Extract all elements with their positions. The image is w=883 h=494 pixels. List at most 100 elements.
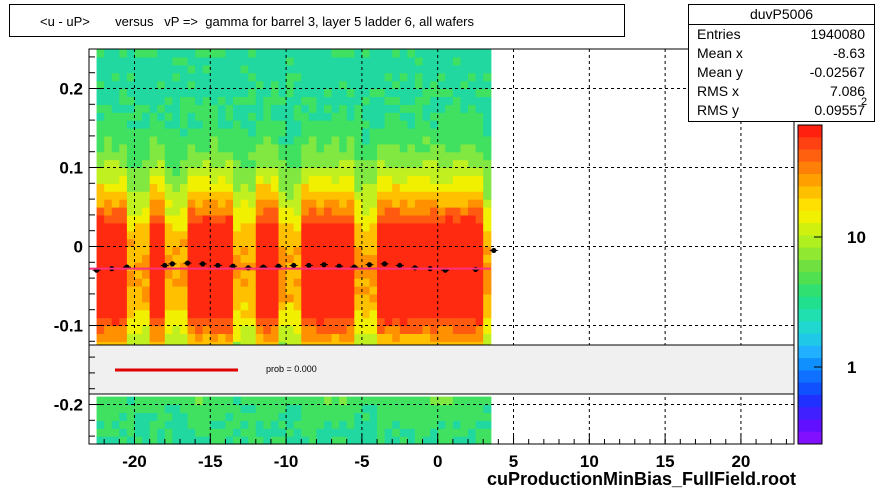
heatmap-cell xyxy=(483,49,492,58)
heatmap-cell xyxy=(354,56,363,66)
heatmap-cell xyxy=(361,325,371,334)
heatmap-cell xyxy=(217,191,227,200)
heatmap-cell xyxy=(346,301,355,311)
heatmap-cell xyxy=(255,128,264,137)
heatmap-cell xyxy=(407,135,416,145)
heatmap-cell xyxy=(460,230,469,240)
heatmap-cell xyxy=(316,309,325,319)
heatmap-cell xyxy=(210,246,219,255)
heatmap-cell xyxy=(164,436,173,445)
heatmap-cell xyxy=(339,128,348,137)
heatmap-cell xyxy=(445,143,454,153)
heatmap-cell xyxy=(263,49,272,58)
heatmap-cell xyxy=(339,151,348,161)
heatmap-cell xyxy=(255,278,264,287)
heatmap-cell xyxy=(377,412,386,421)
heatmap-cell xyxy=(392,49,401,58)
heatmap-cell xyxy=(210,420,219,429)
heatmap-cell xyxy=(142,396,151,406)
heatmap-cell xyxy=(187,175,196,184)
heatmap-cell xyxy=(316,420,325,429)
heatmap-cell xyxy=(240,120,249,129)
heatmap-cell xyxy=(483,436,492,445)
heatmap-cell xyxy=(202,262,211,271)
heatmap-cell xyxy=(217,436,227,445)
heatmap-cell xyxy=(217,151,227,161)
heatmap-cell xyxy=(217,301,227,311)
heatmap-cell xyxy=(240,191,249,200)
heatmap-cell xyxy=(346,420,355,429)
heatmap-cell xyxy=(452,143,462,153)
heatmap-cell xyxy=(164,246,173,255)
heatmap-cell xyxy=(164,301,173,311)
colorbar-exponent: 2 xyxy=(861,96,868,108)
heatmap-cell xyxy=(172,135,181,145)
heatmap-cell xyxy=(255,420,264,429)
heatmap-cell xyxy=(240,96,249,105)
heatmap-cell xyxy=(331,88,340,97)
heatmap-cell xyxy=(324,72,333,82)
colorbar-swatch xyxy=(798,235,822,249)
heatmap-cell xyxy=(377,396,386,406)
heatmap-cell xyxy=(339,104,348,113)
heatmap-cell xyxy=(293,222,302,232)
heatmap-cell xyxy=(210,151,219,161)
heatmap-cell xyxy=(384,270,393,279)
x-tick-label: 15 xyxy=(656,452,675,471)
heatmap-cell xyxy=(377,428,386,437)
heatmap-cell xyxy=(255,80,264,90)
heatmap-cell xyxy=(172,396,181,406)
heatmap-cell xyxy=(324,88,333,97)
heatmap-cell xyxy=(164,104,173,113)
heatmap-cell xyxy=(187,159,196,169)
heatmap-cell xyxy=(96,120,105,129)
heatmap-cell xyxy=(270,96,280,105)
heatmap-cell xyxy=(414,64,424,74)
heatmap-cell xyxy=(225,293,234,303)
heatmap-cell xyxy=(172,104,181,113)
heatmap-cell xyxy=(483,207,492,216)
heatmap-cell xyxy=(430,104,439,113)
heatmap-cell xyxy=(361,396,371,406)
heatmap-cell xyxy=(308,120,318,129)
heatmap-cell xyxy=(468,120,477,129)
heatmap-cell xyxy=(179,167,189,176)
heatmap-cell xyxy=(414,128,424,137)
heatmap-cell xyxy=(270,88,280,97)
heatmap-cell xyxy=(301,404,310,413)
heatmap-cell xyxy=(293,262,302,271)
heatmap-cell xyxy=(126,80,136,90)
heatmap-cell xyxy=(96,167,105,176)
heatmap-cell xyxy=(210,80,219,90)
heatmap-cell xyxy=(483,214,492,224)
heatmap-cell xyxy=(255,175,264,184)
heatmap-cell xyxy=(164,159,173,169)
heatmap-cell xyxy=(384,278,393,287)
heatmap-cell xyxy=(225,88,234,97)
heatmap-cell xyxy=(255,96,264,105)
heatmap-cell xyxy=(240,404,249,413)
heatmap-cell xyxy=(460,128,469,137)
heatmap-cell xyxy=(483,254,492,263)
heatmap-cell xyxy=(179,436,189,445)
heatmap-cell xyxy=(437,317,446,327)
heatmap-cell xyxy=(149,72,158,82)
stats-label: Mean x xyxy=(697,45,743,61)
heatmap-cell xyxy=(331,49,340,58)
heatmap-cell xyxy=(460,183,469,192)
heatmap-cell xyxy=(369,222,378,232)
heatmap-cell xyxy=(392,183,401,192)
heatmap-cell xyxy=(195,270,204,279)
heatmap-cell xyxy=(369,301,378,311)
heatmap-cell xyxy=(172,412,181,421)
heatmap-cell xyxy=(445,404,454,413)
heatmap-cell xyxy=(149,420,158,429)
heatmap-cell xyxy=(475,49,484,58)
heatmap-cell xyxy=(96,436,105,445)
heatmap-cell xyxy=(331,428,340,437)
heatmap-cell xyxy=(187,412,196,421)
heatmap-cell xyxy=(179,246,189,255)
heatmap-cell xyxy=(331,112,340,121)
heatmap-cell xyxy=(346,278,355,287)
stats-label: Mean y xyxy=(697,64,743,80)
